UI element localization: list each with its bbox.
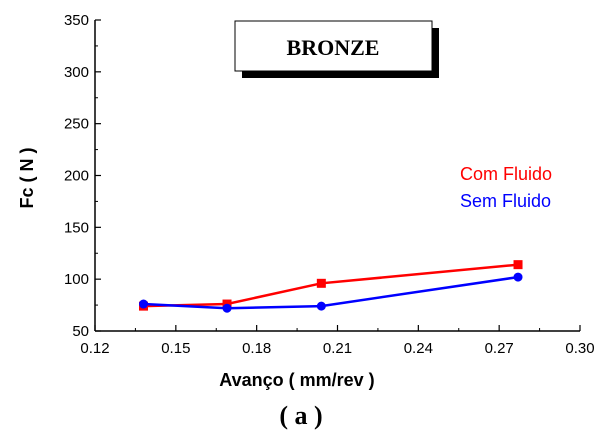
series-layer: [139, 260, 523, 313]
x-tick-label: 0.15: [161, 340, 190, 357]
x-tick-label: 0.27: [485, 340, 514, 357]
x-tick-label: 0.18: [242, 340, 271, 357]
y-tick-label: 300: [64, 64, 89, 81]
data-point-sem-fluido: [316, 301, 326, 311]
data-point-sem-fluido: [513, 272, 523, 282]
x-axis-ticks: 0.12 0.15 0.18 0.21 0.24 0.27 0.30: [80, 325, 595, 357]
x-tick-label: 0.12: [80, 340, 109, 357]
data-point-sem-fluido: [139, 299, 148, 309]
data-point-com-fluido: [316, 278, 326, 288]
data-point-com-fluido: [513, 260, 523, 270]
legend-item-com-fluido: Com Fluido: [460, 164, 552, 184]
y-tick-label: 200: [64, 168, 89, 185]
x-tick-label: 0.24: [404, 340, 433, 357]
x-tick-label: 0.21: [323, 340, 352, 357]
y-axis-ticks: 50 100 150 200 250 300 350: [64, 12, 101, 340]
x-axis-title: Avanço ( mm/rev ): [219, 370, 374, 390]
figure-caption: ( a ): [279, 401, 322, 430]
legend-item-sem-fluido: Sem Fluido: [460, 191, 551, 211]
y-tick-label: 150: [64, 219, 89, 236]
title-box: [234, 20, 433, 72]
y-tick-label: 100: [64, 271, 89, 288]
x-tick-label: 0.30: [565, 340, 594, 357]
y-axis-title: Fc ( N ): [17, 147, 37, 208]
y-tick-label: 350: [64, 12, 89, 29]
series-line-sem-fluido: [143, 275, 519, 310]
data-point-sem-fluido: [222, 303, 232, 313]
y-tick-label: 50: [72, 323, 89, 340]
chart-title: BRONZE: [287, 35, 380, 60]
y-tick-label: 250: [64, 116, 89, 133]
